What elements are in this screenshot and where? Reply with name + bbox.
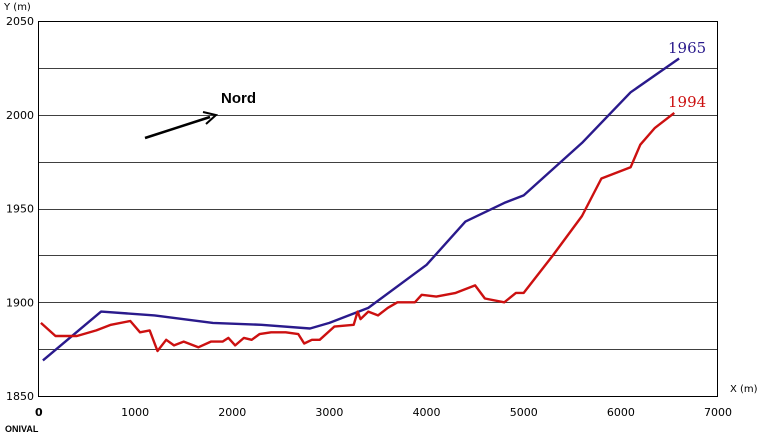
x-axis-title: X (m) <box>730 384 758 395</box>
x-tick-labels: 0 1000 2000 3000 4000 5000 6000 7000 <box>35 406 732 419</box>
y-tick-label: 1900 <box>6 296 34 309</box>
x-tick-label: 0 <box>35 406 43 419</box>
series-line-1994 <box>40 111 676 353</box>
x-tick-label: 7000 <box>704 406 732 419</box>
y-tick-label: 2000 <box>6 109 34 122</box>
series-label-1965: 1965 <box>668 39 706 57</box>
x-tick-label: 1000 <box>121 406 149 419</box>
y-axis-title: Y (m) <box>3 2 31 13</box>
y-tick-label: 1850 <box>6 390 34 403</box>
y-tick-labels: 1850 1900 1950 2000 2050 <box>6 15 34 403</box>
y-tick-label: 2050 <box>6 15 34 28</box>
x-tick-label: 4000 <box>413 406 441 419</box>
series-line-1965 <box>42 57 680 362</box>
x-tick-label: 6000 <box>607 406 635 419</box>
origin-label: ONIVAL <box>5 424 39 434</box>
x-tick-label: 3000 <box>315 406 343 419</box>
y-tick-label: 1950 <box>6 203 34 216</box>
north-arrow-icon <box>144 111 219 140</box>
series-label-1994: 1994 <box>668 93 706 111</box>
grid <box>38 68 718 350</box>
north-label: Nord <box>221 90 256 107</box>
x-tick-label: 2000 <box>218 406 246 419</box>
x-tick-label: 5000 <box>510 406 538 419</box>
series-lines <box>40 57 680 362</box>
